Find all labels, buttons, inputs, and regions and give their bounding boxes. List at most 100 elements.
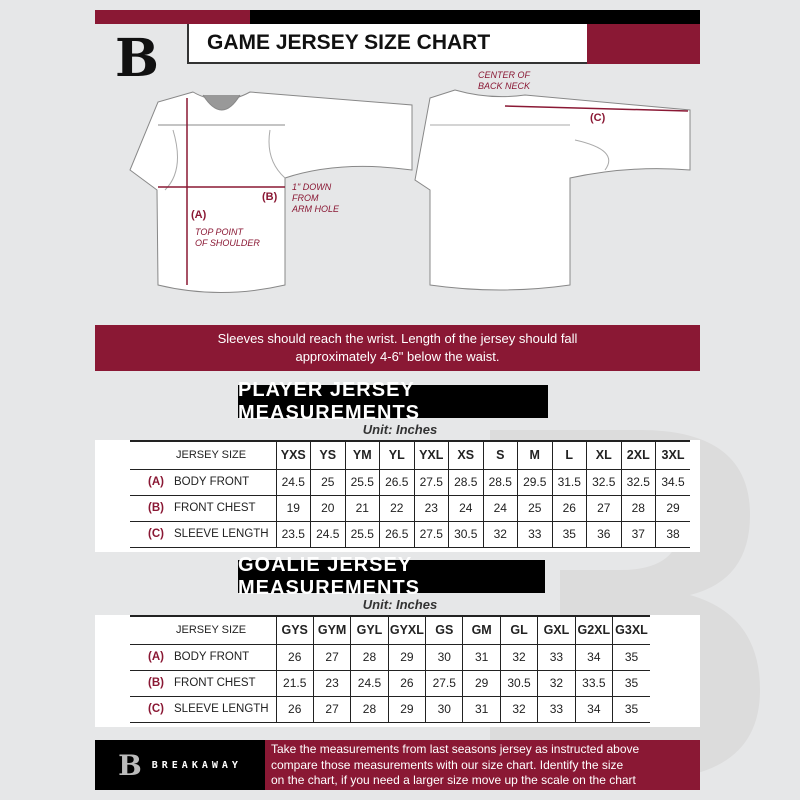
- row-label: (C) SLEEVE LENGTH: [130, 696, 276, 722]
- table-cell: 23.5: [275, 521, 311, 547]
- table-row: (A) BODY FRONT 24.5 25 25.5 26.5 27.5 28.5 28.5 2…: [130, 469, 690, 495]
- row-name: BODY FRONT: [174, 651, 250, 663]
- size-header: GS: [425, 616, 463, 644]
- size-header: GYXL: [387, 616, 426, 644]
- size-header: L: [551, 441, 587, 469]
- table-cell: 24: [482, 495, 518, 521]
- table-cell: 26: [551, 495, 587, 521]
- size-header: XL: [586, 441, 621, 469]
- table-cell: 25: [310, 469, 345, 495]
- table-row: (A) BODY FRONT 26 27 28 29 30 31 32 33 34 35: [130, 644, 650, 670]
- table-cell: 34.5: [655, 469, 690, 495]
- table-cell: 30.5: [499, 670, 538, 696]
- table-cell: 24.5: [310, 521, 345, 547]
- title-accent: [587, 24, 700, 64]
- goalie-size-table: JERSEY SIZE GYS GYM GYL GYXL GS GM GL GXL G2XL G3X…: [130, 615, 650, 723]
- table-cell: 30.5: [448, 521, 483, 547]
- table-cell: 35: [612, 696, 650, 722]
- size-header: G2XL: [574, 616, 613, 644]
- table-cell: 29: [387, 644, 426, 670]
- row-name: BODY FRONT: [174, 476, 250, 488]
- size-header: GXL: [537, 616, 576, 644]
- table-cell: 31: [462, 644, 501, 670]
- row-key: (B): [148, 677, 164, 689]
- table-cell: 28: [350, 644, 389, 670]
- table-cell: 32: [537, 670, 576, 696]
- label-c: (C): [590, 112, 606, 124]
- size-header: GL: [499, 616, 538, 644]
- row-label: (B) FRONT CHEST: [130, 670, 276, 696]
- note-c: CENTER OF BACK NECK: [478, 70, 531, 91]
- table-cell: 29: [462, 670, 501, 696]
- table-row: (C) SLEEVE LENGTH 23.5 24.5 25.5 26.5 27.5 30.5…: [130, 521, 690, 547]
- table-row: (C) SLEEVE LENGTH 26 27 28 29 30 31 32 33 34 35: [130, 696, 650, 722]
- row-label: (C) SLEEVE LENGTH: [130, 521, 276, 547]
- page-title: GAME JERSEY SIZE CHART: [187, 24, 587, 64]
- note-b: 1" DOWN FROM ARM HOLE: [292, 182, 340, 214]
- row-key: (C): [148, 528, 164, 540]
- table-cell: 27: [312, 644, 351, 670]
- row-name: FRONT CHEST: [174, 677, 256, 689]
- table-cell: 28.5: [448, 469, 483, 495]
- size-header: M: [517, 441, 552, 469]
- table-cell: 20: [310, 495, 345, 521]
- size-header: GYL: [350, 616, 389, 644]
- size-header: YS: [310, 441, 345, 469]
- brand-logo: B: [115, 28, 159, 89]
- table-cell: 27.5: [425, 670, 463, 696]
- row-key: (A): [148, 476, 164, 488]
- table-cell: 28: [350, 696, 389, 722]
- table-cell: 32: [499, 696, 538, 722]
- row-label: (A) BODY FRONT: [130, 644, 276, 670]
- table-cell: 29.5: [517, 469, 552, 495]
- table-cell: 27: [586, 495, 621, 521]
- size-header: 3XL: [655, 441, 690, 469]
- table-cell: 33: [537, 644, 576, 670]
- table-header-row: JERSEY SIZE YXS YS YM YL YXL XS S M L XL 2XL 3XL: [130, 441, 690, 469]
- table-cell: 35: [612, 644, 650, 670]
- table-cell: 28.5: [482, 469, 518, 495]
- note-a: TOP POINT OF SHOULDER: [195, 227, 260, 248]
- label-b: (B): [262, 191, 278, 203]
- size-header: YL: [379, 441, 414, 469]
- table-cell: 19: [275, 495, 311, 521]
- size-header: GYS: [275, 616, 314, 644]
- table-cell: 24: [448, 495, 483, 521]
- table-row: (B) FRONT CHEST 19 20 21 22 23 24 24 25 26 27 28 29: [130, 495, 690, 521]
- table-cell: 32: [499, 644, 538, 670]
- back-jersey: [414, 89, 691, 291]
- table-cell: 35: [551, 521, 587, 547]
- table-cell: 37: [620, 521, 656, 547]
- table-cell: 32.5: [586, 469, 621, 495]
- table-cell: 26: [387, 670, 426, 696]
- table-cell: 26: [275, 644, 314, 670]
- table-cell: 33: [517, 521, 552, 547]
- table-cell: 32: [482, 521, 518, 547]
- table-cell: 31.5: [551, 469, 587, 495]
- table-cell: 25: [517, 495, 552, 521]
- table-cell: 24.5: [275, 469, 311, 495]
- table-cell: 38: [655, 521, 690, 547]
- table-cell: 26.5: [379, 469, 414, 495]
- size-header: XS: [448, 441, 483, 469]
- table-cell: 25.5: [344, 469, 380, 495]
- size-header: GYM: [312, 616, 351, 644]
- size-label: JERSEY SIZE: [176, 449, 247, 462]
- table-cell: 30: [425, 696, 463, 722]
- fit-instructions-banner: Sleeves should reach the wrist. Length o…: [95, 325, 700, 371]
- row-key: (B): [148, 502, 164, 514]
- player-unit: Unit: Inches: [362, 422, 438, 437]
- jersey-diagram: [129, 89, 691, 293]
- table-header-row: JERSEY SIZE GYS GYM GYL GYXL GS GM GL GXL G2XL G3X…: [130, 616, 650, 644]
- player-section-title: PLAYER JERSEY MEASUREMENTS: [238, 379, 548, 424]
- table-cell: 27: [312, 696, 351, 722]
- size-header: 2XL: [620, 441, 656, 469]
- row-key: (C): [148, 703, 164, 715]
- footer-instructions: Take the measurements from last seasons …: [265, 740, 700, 790]
- label-a: (A): [191, 209, 207, 221]
- table-row: (B) FRONT CHEST 21.5 23 24.5 26 27.5 29 30.5 32 33…: [130, 670, 650, 696]
- size-header: GM: [462, 616, 501, 644]
- table-cell: 23: [312, 670, 351, 696]
- row-name: SLEEVE LENGTH: [174, 528, 269, 540]
- table-cell: 21: [344, 495, 380, 521]
